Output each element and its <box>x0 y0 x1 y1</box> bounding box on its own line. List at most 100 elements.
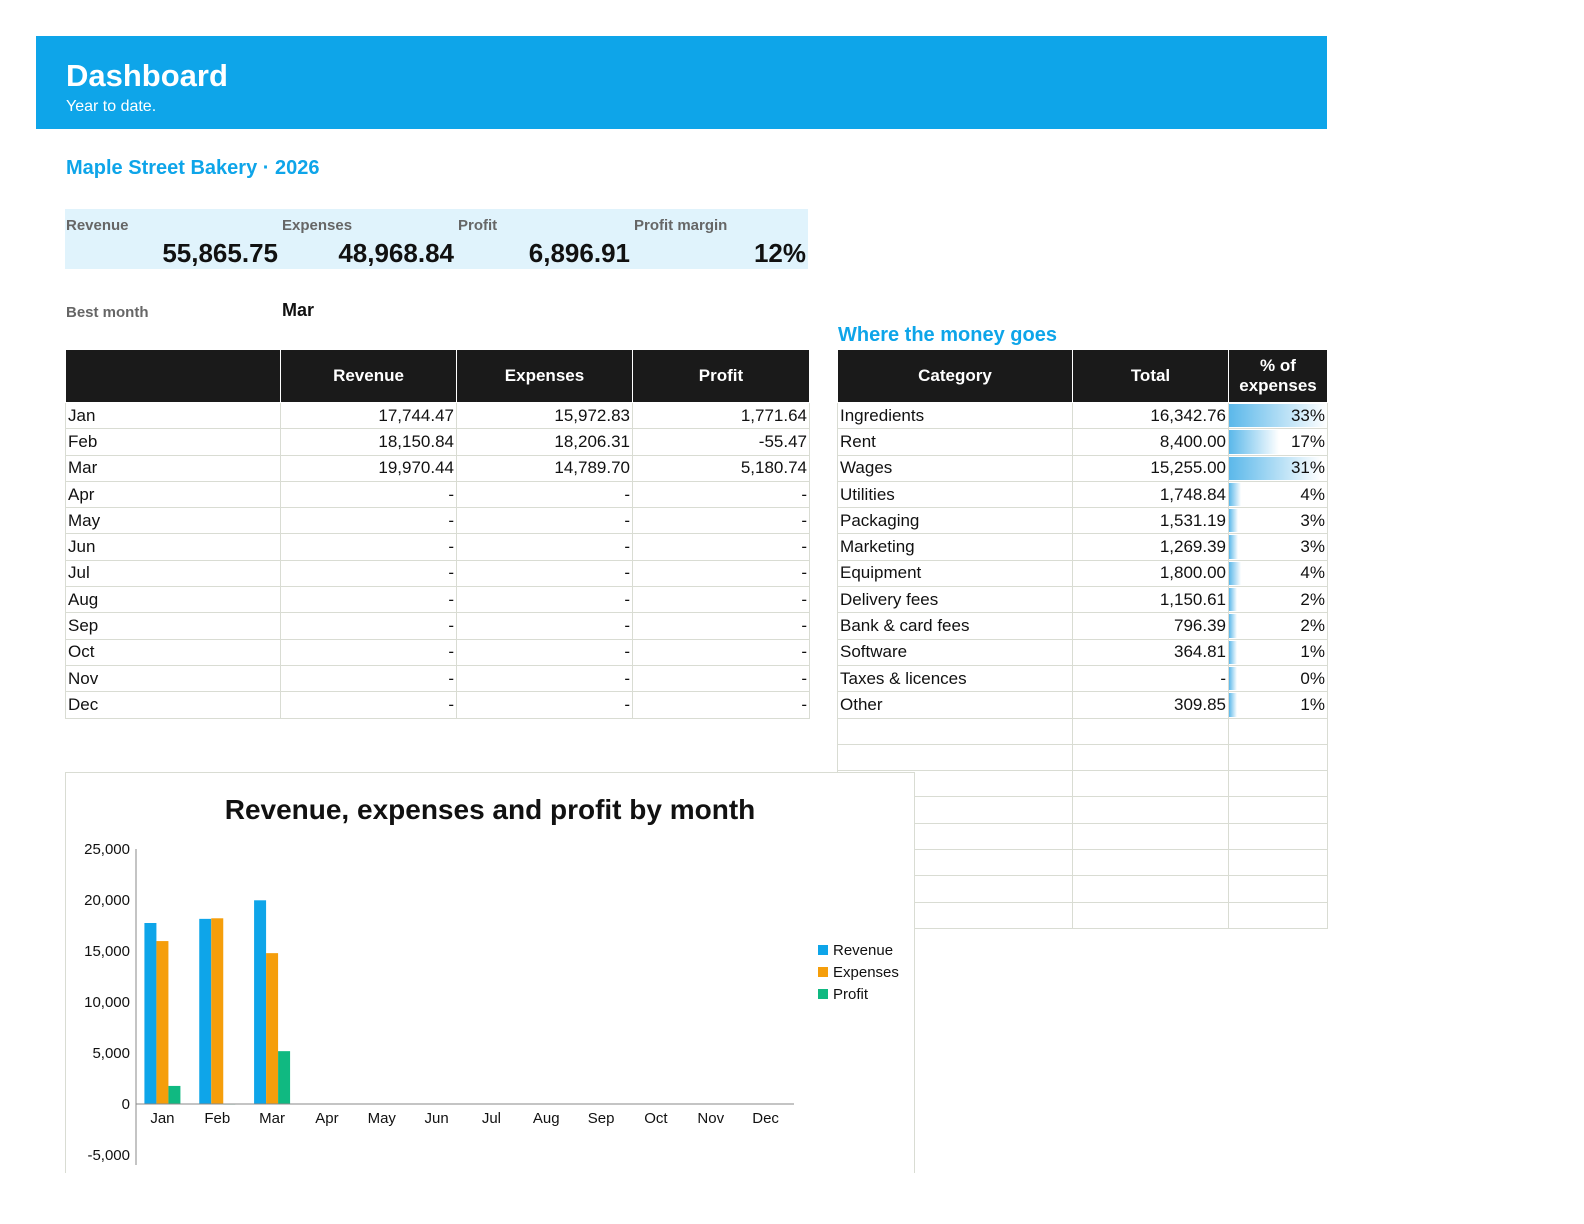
empty-cell[interactable] <box>1228 796 1328 824</box>
monthly-cell-expenses[interactable]: 15,972.83 <box>456 401 633 430</box>
monthly-cell-month[interactable]: Jun <box>65 533 281 561</box>
empty-cell[interactable] <box>1072 822 1229 851</box>
monthly-cell-expenses[interactable]: - <box>456 480 633 509</box>
empty-cell[interactable] <box>1228 822 1328 851</box>
empty-cell[interactable] <box>1072 875 1229 903</box>
monthly-cell-month[interactable]: Feb <box>65 428 281 456</box>
category-cell-total[interactable]: - <box>1072 664 1229 693</box>
category-cell-name[interactable]: Bank & card fees <box>837 612 1073 640</box>
empty-cell[interactable] <box>1072 901 1229 929</box>
monthly-cell-revenue[interactable]: - <box>280 638 457 666</box>
monthly-cell-profit[interactable]: - <box>632 586 810 614</box>
category-cell-name[interactable]: Marketing <box>837 533 1073 561</box>
category-cell-share[interactable]: 2% <box>1228 612 1328 640</box>
category-cell-share[interactable]: 31% <box>1228 454 1328 482</box>
monthly-cell-expenses[interactable]: 14,789.70 <box>456 454 633 482</box>
monthly-cell-revenue[interactable]: - <box>280 586 457 614</box>
category-cell-share[interactable]: 3% <box>1228 533 1328 561</box>
empty-cell[interactable] <box>837 717 1073 745</box>
empty-cell[interactable] <box>1072 770 1229 798</box>
category-header-total[interactable]: Total <box>1072 349 1229 403</box>
monthly-cell-profit[interactable]: - <box>632 691 810 719</box>
monthly-cell-expenses[interactable]: - <box>456 638 633 666</box>
category-cell-total[interactable]: 1,150.61 <box>1072 586 1229 614</box>
category-cell-name[interactable]: Ingredients <box>837 401 1073 430</box>
monthly-cell-revenue[interactable]: 17,744.47 <box>280 401 457 430</box>
category-cell-share[interactable]: 17% <box>1228 428 1328 456</box>
monthly-cell-profit[interactable]: - <box>632 638 810 666</box>
monthly-cell-month[interactable]: Aug <box>65 586 281 614</box>
category-cell-name[interactable]: Packaging <box>837 507 1073 535</box>
category-cell-total[interactable]: 15,255.00 <box>1072 454 1229 482</box>
category-cell-name[interactable]: Equipment <box>837 559 1073 588</box>
monthly-cell-profit[interactable]: 1,771.64 <box>632 401 810 430</box>
monthly-cell-profit[interactable]: - <box>632 507 810 535</box>
empty-cell[interactable] <box>1072 743 1229 772</box>
category-header-name[interactable]: Category <box>837 349 1073 403</box>
monthly-cell-month[interactable]: Jul <box>65 559 281 588</box>
category-cell-total[interactable]: 8,400.00 <box>1072 428 1229 456</box>
monthly-cell-profit[interactable]: - <box>632 664 810 693</box>
category-cell-total[interactable]: 16,342.76 <box>1072 401 1229 430</box>
category-cell-name[interactable]: Rent <box>837 428 1073 456</box>
monthly-cell-revenue[interactable]: - <box>280 559 457 588</box>
empty-cell[interactable] <box>837 743 1073 772</box>
category-cell-total[interactable]: 1,269.39 <box>1072 533 1229 561</box>
monthly-cell-expenses[interactable]: - <box>456 507 633 535</box>
monthly-cell-revenue[interactable]: - <box>280 612 457 640</box>
monthly-cell-revenue[interactable]: 18,150.84 <box>280 428 457 456</box>
monthly-cell-month[interactable]: Sep <box>65 612 281 640</box>
category-cell-share[interactable]: 4% <box>1228 559 1328 588</box>
category-cell-share[interactable]: 3% <box>1228 507 1328 535</box>
category-cell-name[interactable]: Taxes & licences <box>837 664 1073 693</box>
monthly-cell-month[interactable]: Oct <box>65 638 281 666</box>
category-cell-share[interactable]: 1% <box>1228 638 1328 666</box>
category-cell-name[interactable]: Other <box>837 691 1073 719</box>
monthly-cell-revenue[interactable]: - <box>280 664 457 693</box>
empty-cell[interactable] <box>1072 849 1229 877</box>
monthly-cell-month[interactable]: Apr <box>65 480 281 509</box>
monthly-cell-expenses[interactable]: - <box>456 664 633 693</box>
monthly-cell-profit[interactable]: - <box>632 559 810 588</box>
chart-panel[interactable]: Revenue, expenses and profit by month 25,… <box>65 772 915 1173</box>
empty-cell[interactable] <box>1228 875 1328 903</box>
monthly-cell-profit[interactable]: - <box>632 533 810 561</box>
monthly-cell-month[interactable]: May <box>65 507 281 535</box>
monthly-cell-expenses[interactable]: - <box>456 586 633 614</box>
monthly-header-revenue[interactable]: Revenue <box>280 349 457 403</box>
monthly-cell-profit[interactable]: 5,180.74 <box>632 454 810 482</box>
category-cell-share[interactable]: 33% <box>1228 401 1328 430</box>
monthly-header-month[interactable] <box>65 349 281 403</box>
monthly-cell-revenue[interactable]: - <box>280 480 457 509</box>
monthly-cell-expenses[interactable]: - <box>456 612 633 640</box>
monthly-cell-expenses[interactable]: - <box>456 533 633 561</box>
monthly-cell-expenses[interactable]: - <box>456 691 633 719</box>
category-cell-share[interactable]: 1% <box>1228 691 1328 719</box>
category-cell-share[interactable]: 2% <box>1228 586 1328 614</box>
category-cell-share[interactable]: 4% <box>1228 480 1328 509</box>
empty-cell[interactable] <box>1228 743 1328 772</box>
monthly-cell-expenses[interactable]: 18,206.31 <box>456 428 633 456</box>
empty-cell[interactable] <box>1228 717 1328 745</box>
category-cell-total[interactable]: 309.85 <box>1072 691 1229 719</box>
monthly-cell-revenue[interactable]: - <box>280 507 457 535</box>
category-cell-name[interactable]: Wages <box>837 454 1073 482</box>
empty-cell[interactable] <box>1072 717 1229 745</box>
monthly-header-expenses[interactable]: Expenses <box>456 349 633 403</box>
category-cell-share[interactable]: 0% <box>1228 664 1328 693</box>
monthly-cell-profit[interactable]: - <box>632 480 810 509</box>
monthly-cell-revenue[interactable]: - <box>280 533 457 561</box>
monthly-header-profit[interactable]: Profit <box>632 349 810 403</box>
category-cell-total[interactable]: 364.81 <box>1072 638 1229 666</box>
monthly-cell-month[interactable]: Nov <box>65 664 281 693</box>
category-cell-name[interactable]: Delivery fees <box>837 586 1073 614</box>
monthly-cell-profit[interactable]: -55.47 <box>632 428 810 456</box>
monthly-cell-month[interactable]: Dec <box>65 691 281 719</box>
monthly-cell-month[interactable]: Mar <box>65 454 281 482</box>
empty-cell[interactable] <box>1228 849 1328 877</box>
empty-cell[interactable] <box>1228 901 1328 929</box>
category-cell-name[interactable]: Software <box>837 638 1073 666</box>
category-cell-total[interactable]: 1,748.84 <box>1072 480 1229 509</box>
monthly-cell-revenue[interactable]: - <box>280 691 457 719</box>
category-cell-total[interactable]: 796.39 <box>1072 612 1229 640</box>
